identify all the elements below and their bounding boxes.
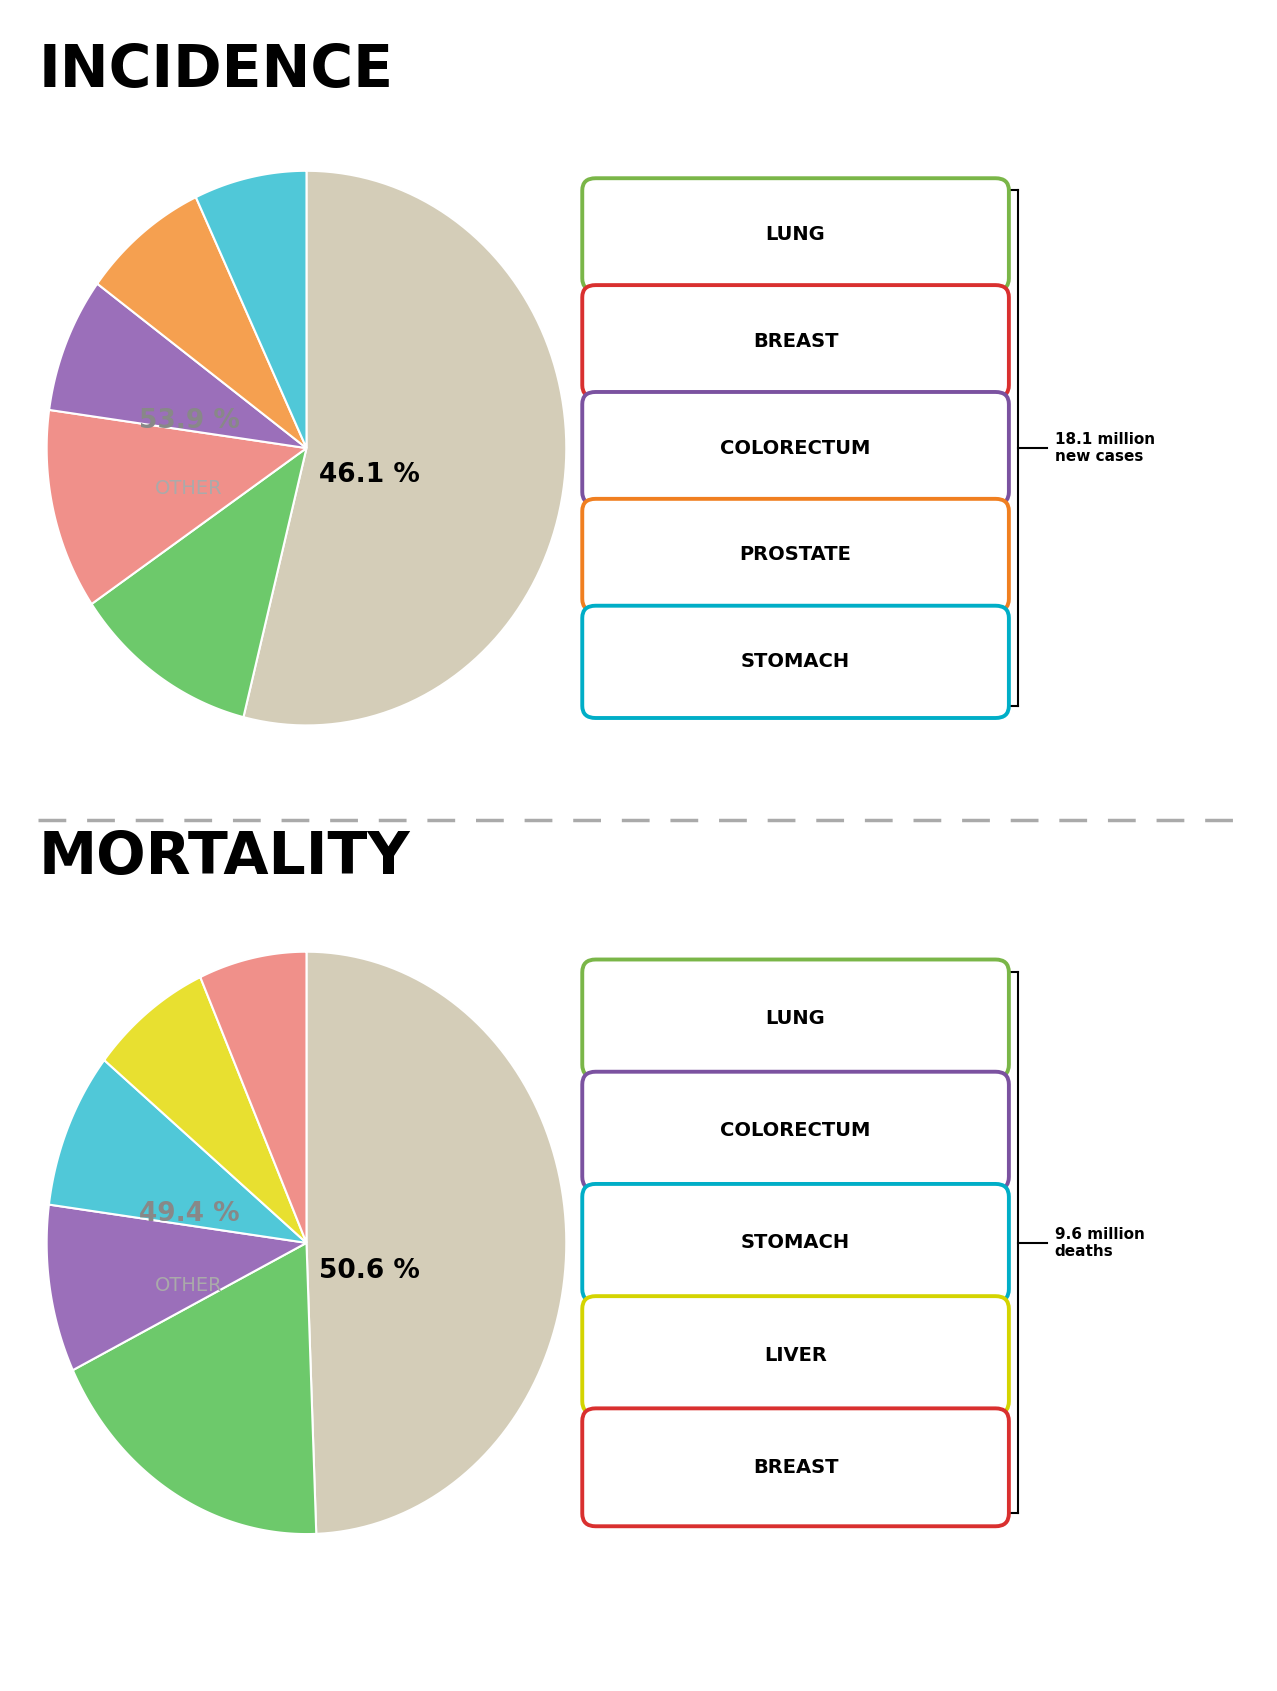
- Text: OTHER: OTHER: [156, 1277, 222, 1295]
- Text: 9.6 million
deaths: 9.6 million deaths: [1055, 1226, 1144, 1260]
- Polygon shape: [200, 952, 306, 1243]
- Text: 46.1 %: 46.1 %: [319, 462, 420, 489]
- Text: INCIDENCE: INCIDENCE: [38, 42, 393, 100]
- Text: 18.1 million
new cases: 18.1 million new cases: [1055, 431, 1154, 465]
- Text: BREAST: BREAST: [753, 1458, 838, 1476]
- Text: OTHER: OTHER: [156, 479, 222, 499]
- Polygon shape: [195, 171, 306, 448]
- Text: 49.4 %: 49.4 %: [139, 1202, 239, 1228]
- FancyBboxPatch shape: [582, 392, 1009, 504]
- Text: COLORECTUM: COLORECTUM: [720, 438, 871, 458]
- Text: MORTALITY: MORTALITY: [38, 829, 410, 886]
- Text: LIVER: LIVER: [764, 1346, 827, 1365]
- Polygon shape: [97, 198, 306, 448]
- Polygon shape: [105, 977, 306, 1243]
- Text: 53.9 %: 53.9 %: [139, 408, 239, 435]
- FancyBboxPatch shape: [582, 959, 1009, 1077]
- FancyBboxPatch shape: [582, 1295, 1009, 1414]
- Text: STOMACH: STOMACH: [741, 653, 850, 671]
- FancyBboxPatch shape: [582, 286, 1009, 397]
- Polygon shape: [47, 409, 306, 604]
- Polygon shape: [306, 952, 566, 1534]
- FancyBboxPatch shape: [582, 1072, 1009, 1190]
- Polygon shape: [47, 1204, 306, 1370]
- FancyBboxPatch shape: [582, 1409, 1009, 1527]
- Polygon shape: [73, 1243, 317, 1534]
- Text: STOMACH: STOMACH: [741, 1233, 850, 1253]
- Polygon shape: [244, 171, 566, 725]
- FancyBboxPatch shape: [582, 605, 1009, 719]
- Text: COLORECTUM: COLORECTUM: [720, 1121, 871, 1140]
- FancyBboxPatch shape: [582, 178, 1009, 291]
- Polygon shape: [49, 284, 306, 448]
- Polygon shape: [92, 448, 306, 717]
- Text: 50.6 %: 50.6 %: [319, 1258, 420, 1283]
- Polygon shape: [49, 1060, 306, 1243]
- Text: LUNG: LUNG: [766, 225, 825, 244]
- FancyBboxPatch shape: [582, 499, 1009, 610]
- FancyBboxPatch shape: [582, 1184, 1009, 1302]
- Text: PROSTATE: PROSTATE: [739, 546, 852, 565]
- Text: LUNG: LUNG: [766, 1010, 825, 1028]
- Text: BREAST: BREAST: [753, 331, 838, 350]
